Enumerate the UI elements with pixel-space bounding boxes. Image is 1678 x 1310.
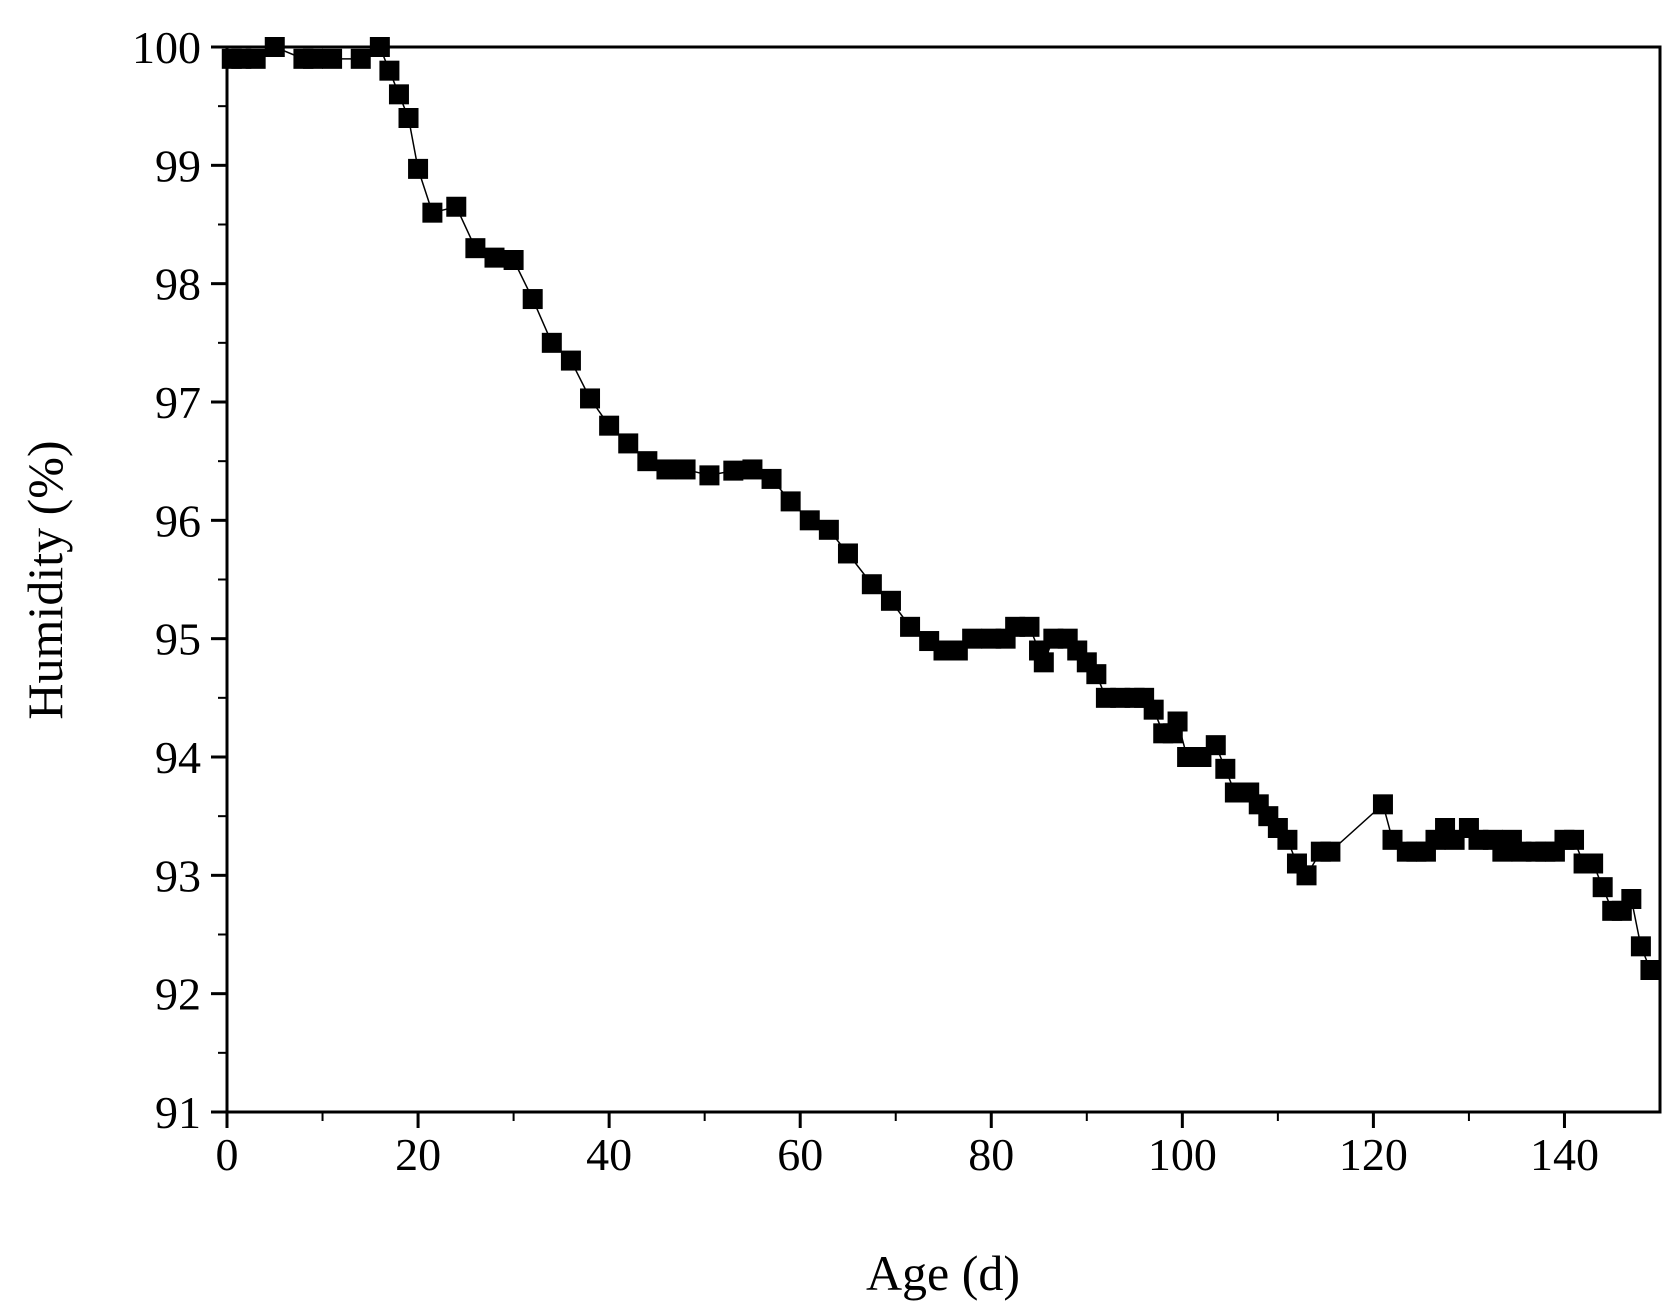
data-point (1086, 664, 1107, 685)
x-tick-label: 120 (1339, 1129, 1408, 1180)
data-point (388, 84, 409, 105)
data-point (1296, 865, 1317, 886)
data-point (379, 60, 400, 81)
x-tick-label: 0 (216, 1129, 239, 1180)
data-point (618, 433, 639, 454)
data-point (675, 459, 696, 480)
y-tick-label: 99 (155, 140, 201, 191)
data-point (837, 543, 858, 564)
data-point (637, 451, 658, 472)
data-point (818, 519, 839, 540)
data-point (962, 628, 983, 649)
data-point (880, 590, 901, 611)
data-point (1640, 960, 1661, 980)
data-point (599, 415, 620, 436)
data-point (742, 459, 763, 480)
data-point (1583, 853, 1604, 874)
data-point (398, 108, 419, 128)
y-tick-label: 100 (132, 22, 201, 73)
x-tick-label: 40 (586, 1129, 632, 1180)
data-point (350, 48, 371, 69)
y-tick-label: 95 (155, 614, 201, 665)
x-tick-label: 100 (1148, 1129, 1217, 1180)
data-point (1372, 794, 1393, 815)
data-point (422, 202, 443, 223)
data-point (780, 491, 801, 512)
data-point (1621, 889, 1642, 909)
data-point (302, 48, 323, 69)
y-tick-label: 91 (155, 1087, 201, 1138)
y-tick-label: 92 (155, 969, 201, 1020)
data-point (446, 196, 467, 217)
y-tick-label: 97 (155, 377, 201, 428)
data-point (580, 388, 601, 409)
data-point (1277, 829, 1298, 850)
data-point (1630, 936, 1651, 957)
y-axis-label: Humidity (%) (17, 440, 73, 719)
x-tick-label: 60 (777, 1129, 823, 1180)
data-point (503, 250, 524, 270)
data-point (1033, 652, 1054, 673)
data-point (1019, 616, 1040, 637)
data-point (900, 616, 921, 637)
data-point (761, 468, 782, 489)
x-tick-label: 20 (395, 1129, 441, 1180)
y-tick-label: 93 (155, 850, 201, 901)
data-point (723, 460, 744, 481)
data-point (656, 459, 677, 480)
data-point (1205, 735, 1226, 756)
x-tick-label: 140 (1530, 1129, 1599, 1180)
x-tick-label: 80 (968, 1129, 1014, 1180)
data-point (861, 574, 882, 595)
data-point (245, 48, 266, 69)
data-point (560, 350, 581, 371)
y-tick-label: 96 (155, 495, 201, 546)
data-point (408, 158, 429, 179)
data-point (699, 465, 720, 486)
data-point (522, 289, 543, 310)
y-tick-label: 98 (155, 259, 201, 310)
data-point (264, 37, 285, 57)
data-point (369, 37, 390, 57)
data-point (322, 48, 343, 69)
data-point (465, 238, 486, 259)
data-point (541, 332, 562, 353)
data-point (799, 510, 820, 531)
data-point (1167, 711, 1188, 732)
data-point (1143, 699, 1164, 720)
y-tick-label: 94 (155, 732, 201, 783)
data-point (1592, 877, 1613, 898)
data-point (1564, 829, 1585, 850)
data-point (484, 247, 505, 268)
data-point (1215, 758, 1236, 779)
x-axis-label: Age (d) (866, 1245, 1020, 1301)
data-point (1320, 841, 1341, 862)
